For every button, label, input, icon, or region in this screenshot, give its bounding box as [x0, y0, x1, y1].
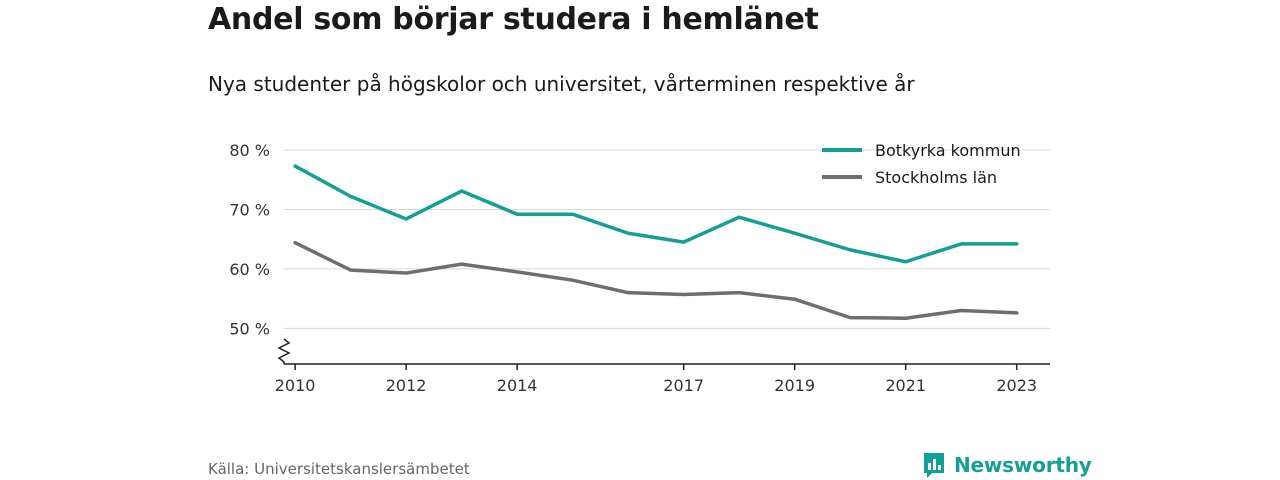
y-tick-label: 80 %: [229, 141, 270, 160]
line-chart: 50 % 60 % 70 % 80 % 2010 2012 2014 2017 2019 2021…: [229, 141, 1050, 395]
x-tick-label: 2014: [497, 376, 538, 395]
source-note: Källa: Universitetskanslersämbetet: [208, 460, 470, 478]
legend-label-0: Botkyrka kommun: [875, 141, 1021, 160]
series-line-1: [293, 240, 1019, 320]
x-tick-label: 2017: [663, 376, 704, 395]
bar-chart-speech-bubble-icon: [924, 453, 944, 478]
legend: Botkyrka kommun Stockholms län: [822, 141, 1021, 187]
series-lines: [293, 164, 1019, 320]
legend-label-1: Stockholms län: [875, 168, 997, 187]
gridlines: [284, 149, 1050, 329]
chart-title: Andel som börjar studera i hemlänet: [208, 2, 819, 37]
x-tick-label: 2023: [996, 376, 1037, 395]
axis-break-mark: [277, 338, 291, 364]
logo-text: Newsworthy: [954, 453, 1092, 477]
series-line-0: [293, 164, 1019, 264]
y-tick-label: 70 %: [229, 200, 270, 219]
x-tick-label: 2021: [885, 376, 926, 395]
y-tick-label: 60 %: [229, 260, 270, 279]
newsworthy-logo: Newsworthy: [922, 450, 1092, 480]
chart-subtitle: Nya studenter på högskolor och universit…: [208, 72, 915, 96]
y-tick-label: 50 %: [229, 319, 270, 338]
axes: 50 % 60 % 70 % 80 % 2010 2012 2014 2017 2019 2021…: [229, 141, 1050, 395]
x-tick-label: 2010: [275, 376, 316, 395]
x-tick-label: 2012: [386, 376, 427, 395]
x-tick-label: 2019: [774, 376, 815, 395]
